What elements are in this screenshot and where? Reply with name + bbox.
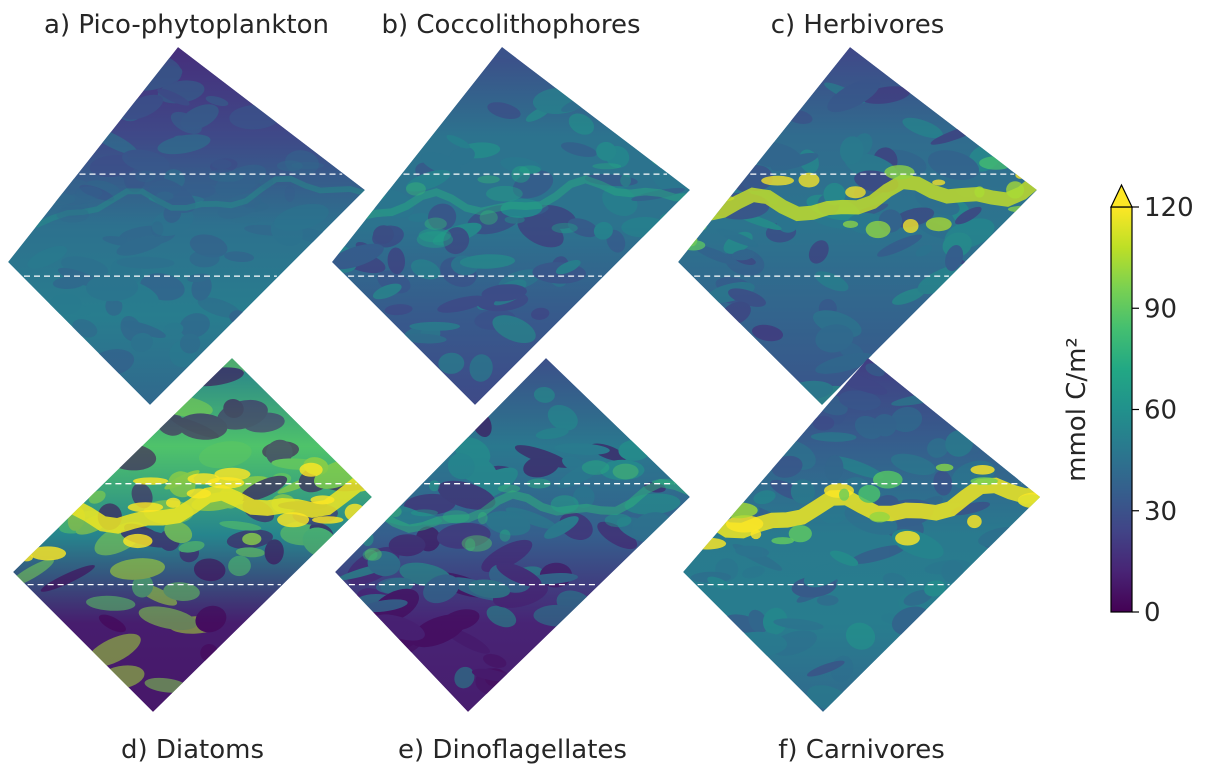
colorbar-tick-label: 120 <box>1144 193 1194 223</box>
colorbar-tick-label: 60 <box>1144 396 1177 426</box>
colorbar-extend-arrow <box>1110 183 1133 208</box>
colorbar-gradient <box>1110 206 1133 613</box>
panel-title-f: f) Carnivores <box>778 735 945 765</box>
panel-title-d: d) Diatoms <box>120 735 265 765</box>
panel-f <box>683 358 1040 712</box>
front-filaments <box>335 460 690 561</box>
panel-title-c: c) Herbivores <box>770 10 945 40</box>
panel-e <box>335 358 690 712</box>
colorbar: 0 30 60 90 120 mmol C/m² <box>1062 183 1194 628</box>
panel-a <box>8 47 365 405</box>
panel-title-b: b) Coccolithophores <box>381 10 641 40</box>
panel-title-a: a) Pico-phytoplankton <box>44 10 329 40</box>
panel-texture <box>690 363 1020 712</box>
panels <box>8 47 1040 712</box>
colorbar-tick-label: 90 <box>1144 294 1177 324</box>
colorbar-ticks: 0 30 60 90 120 <box>1132 193 1194 628</box>
colorbar-tick-label: 30 <box>1144 497 1177 527</box>
panel-c <box>678 47 1037 405</box>
panel-texture <box>332 47 690 382</box>
colorbar-tick-label: 0 <box>1144 598 1161 628</box>
colorbar-label: mmol C/m² <box>1062 337 1092 482</box>
panel-title-e: e) Dinoflagellates <box>398 735 627 765</box>
panel-b <box>332 47 690 405</box>
panel-d <box>13 358 372 712</box>
